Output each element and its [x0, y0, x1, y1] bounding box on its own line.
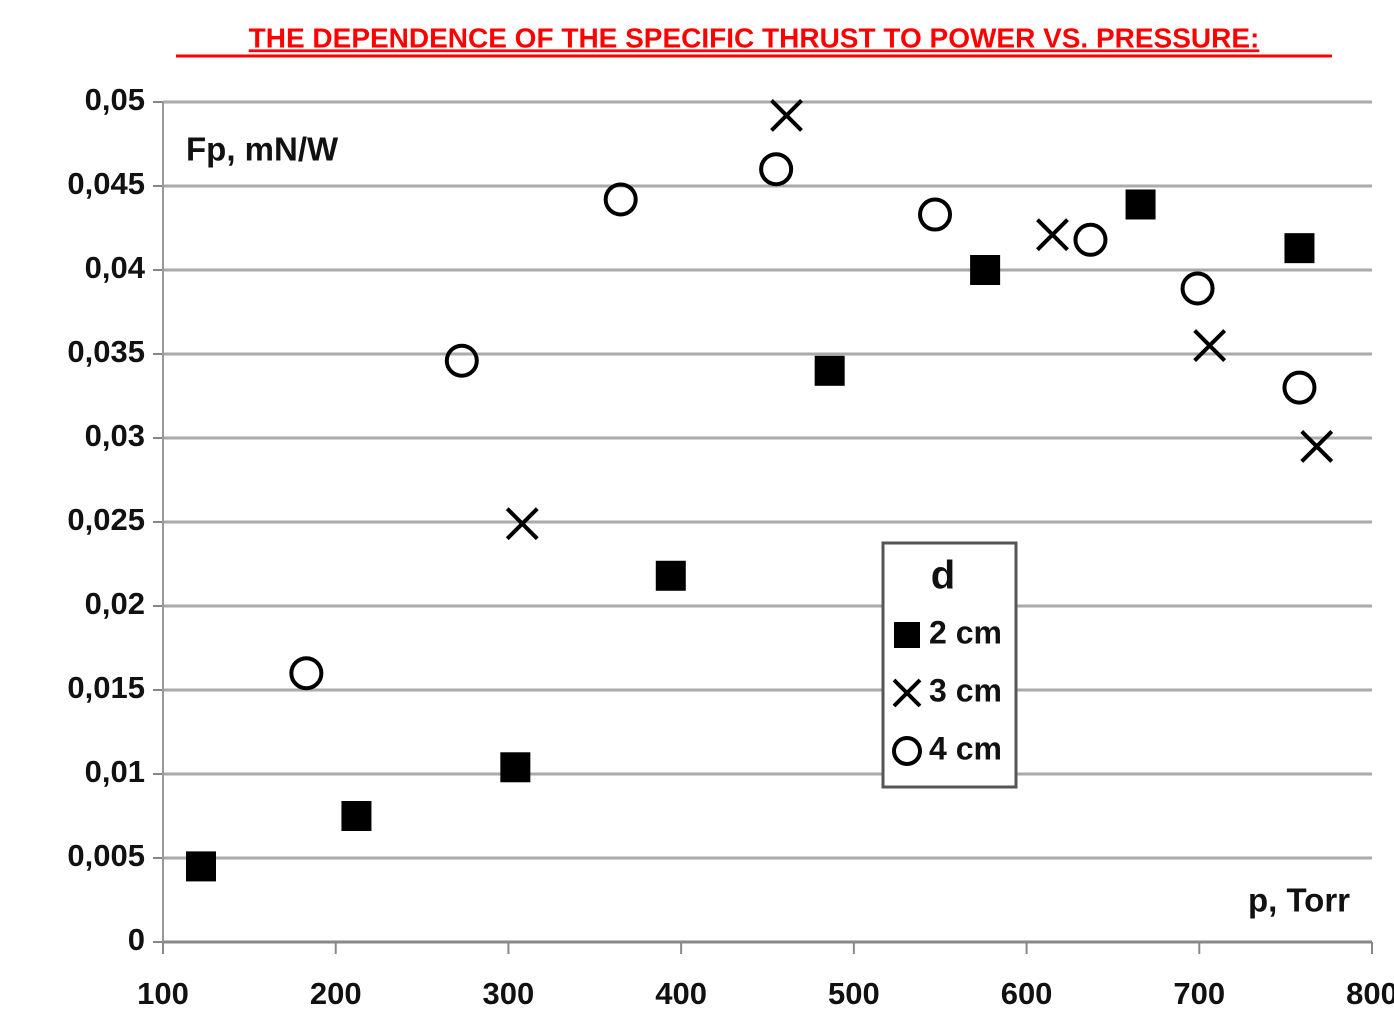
marker-x: [1036, 218, 1069, 252]
y-tick-label: 0,04: [85, 250, 146, 285]
marker-square: [970, 255, 1001, 285]
x-tick-label: 300: [483, 976, 535, 1011]
marker-x: [892, 678, 922, 708]
legend-title: d: [931, 554, 955, 598]
marker-square: [894, 622, 920, 648]
marker-square: [1125, 189, 1156, 220]
y-tick-label: 0,05: [85, 82, 145, 117]
y-tick-label: 0,045: [67, 166, 145, 201]
y-tick-label: 0,015: [67, 670, 145, 705]
marker-square: [1284, 233, 1315, 264]
y-tick-label: 0,005: [67, 838, 145, 873]
marker-x: [505, 507, 539, 541]
marker-square: [185, 851, 216, 882]
x-tick-label: 500: [828, 976, 880, 1011]
x-tick-label: 400: [655, 976, 707, 1011]
x-axis-label: p, Torr: [1248, 882, 1350, 919]
marker-circle: [603, 182, 638, 217]
marker-circle: [759, 152, 794, 187]
marker-x: [1193, 329, 1227, 363]
y-tick-label: 0,03: [85, 418, 145, 453]
x-tick-label: 100: [137, 976, 189, 1011]
x-tick-label: 800: [1346, 976, 1394, 1011]
marker-circle: [1282, 370, 1317, 405]
marker-square: [341, 801, 372, 831]
marker-square: [814, 355, 845, 386]
marker-square: [655, 560, 686, 591]
marker-x: [770, 99, 803, 132]
y-tick-label: 0,01: [85, 754, 145, 789]
x-tick-label: 700: [1173, 976, 1225, 1011]
y-tick-label: 0: [128, 922, 145, 957]
marker-circle: [1073, 222, 1108, 257]
marker-circle: [892, 736, 922, 766]
legend-box: [881, 541, 1018, 789]
marker-square: [500, 752, 531, 783]
x-tick-label: 200: [310, 976, 362, 1011]
y-axis-label: Fp, mN/W: [186, 131, 339, 168]
marker-circle: [918, 197, 953, 232]
legend-label: 2 cm: [929, 614, 1002, 650]
marker-circle: [444, 343, 479, 378]
y-tick-label: 0,025: [67, 502, 145, 537]
chart-title: THE DEPENDENCE OF THE SPECIFIC THRUST TO…: [249, 22, 1260, 53]
y-tick-label: 0,035: [67, 334, 145, 369]
x-tick-label: 600: [1001, 976, 1053, 1011]
marker-x: [1300, 429, 1334, 463]
marker-circle: [1180, 271, 1215, 306]
legend-label: 3 cm: [929, 672, 1002, 708]
marker-circle: [289, 656, 324, 691]
y-tick-label: 0,02: [85, 586, 145, 621]
legend-label: 4 cm: [929, 730, 1002, 766]
